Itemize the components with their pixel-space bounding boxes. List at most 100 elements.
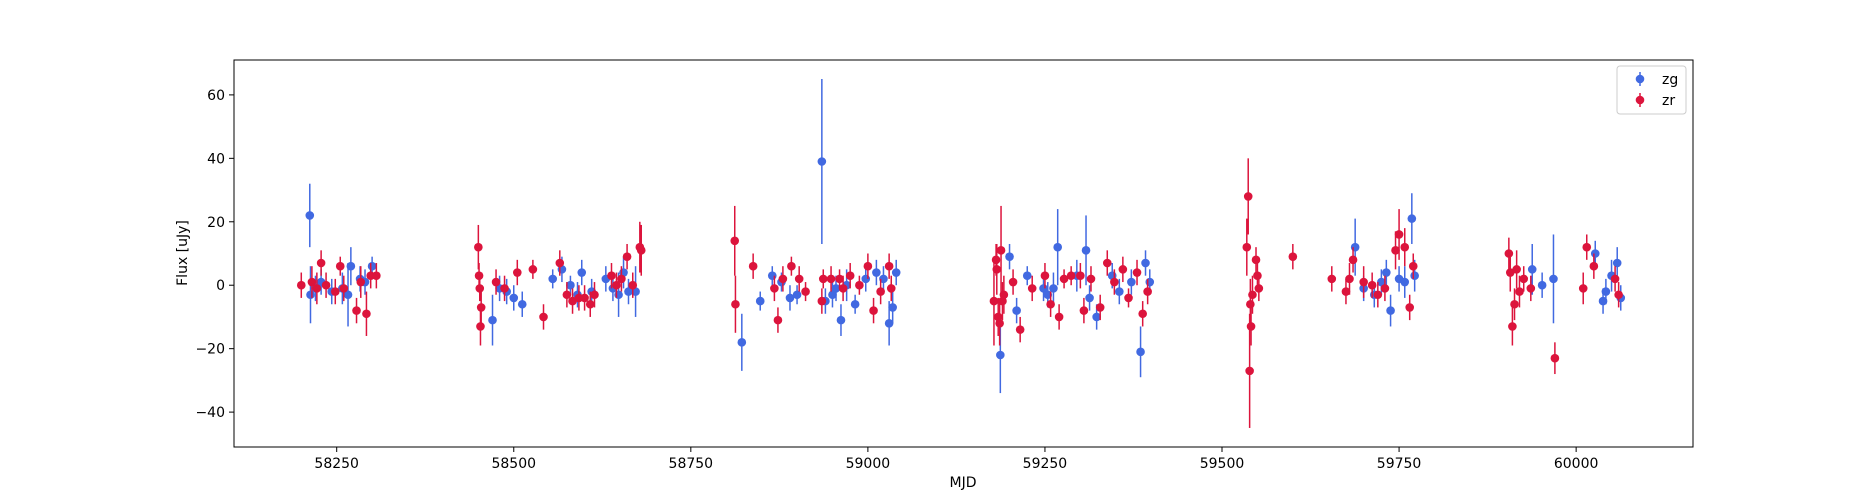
y-tick-label: −20 <box>195 342 225 358</box>
data-point-zg <box>1127 277 1136 287</box>
data-point-zr <box>999 290 1009 300</box>
legend-marker-zg <box>1635 74 1645 84</box>
data-point-zg <box>785 293 795 303</box>
plot-area <box>234 60 1693 447</box>
data-point-zg <box>1145 277 1155 287</box>
data-point-zr <box>372 271 381 281</box>
data-point-zr <box>307 277 317 287</box>
data-point-zg <box>1022 271 1032 281</box>
data-point-zr <box>826 274 836 284</box>
data-point-zg <box>1012 306 1021 315</box>
data-point-zr <box>491 277 501 287</box>
data-point-zr <box>1510 299 1519 309</box>
data-point-zg <box>548 274 558 284</box>
data-point-zg <box>792 290 802 300</box>
data-point-zr <box>585 299 595 309</box>
data-point-zg <box>828 290 837 300</box>
y-tick-label: −40 <box>195 405 225 421</box>
y-axis: −40 −20 0 20 40 60 <box>195 88 234 421</box>
data-point-zr <box>773 315 783 325</box>
data-point-zr <box>539 312 548 322</box>
data-point-zr <box>1076 271 1085 281</box>
data-point-zr <box>296 280 306 290</box>
data-point-zr <box>476 322 485 331</box>
data-point-zr <box>770 284 779 293</box>
data-point-zr <box>1246 322 1256 331</box>
data-point-zr <box>1251 255 1261 265</box>
data-point-zr <box>995 318 1004 328</box>
data-point-zr <box>528 265 538 274</box>
data-point-zr <box>1246 299 1255 309</box>
data-point-zr <box>1102 258 1112 268</box>
data-point-zg <box>624 287 633 296</box>
y-tick-label: 20 <box>207 215 225 231</box>
x-tick-label: 59250 <box>1023 456 1068 472</box>
data-point-zr <box>1550 353 1560 363</box>
data-point-zr <box>1086 274 1096 284</box>
data-point-zr <box>628 280 638 290</box>
data-point-zr <box>475 284 485 293</box>
data-point-zr <box>884 261 894 271</box>
data-point-zg <box>737 338 747 347</box>
data-point-zr <box>730 236 740 246</box>
data-point-zr <box>1248 290 1257 300</box>
x-tick-label: 58250 <box>314 456 359 472</box>
x-tick-label: 60000 <box>1554 456 1599 472</box>
data-point-zg <box>1377 277 1386 287</box>
data-point-zg <box>1053 242 1062 252</box>
data-point-zg <box>509 293 519 303</box>
data-point-zr <box>562 290 572 300</box>
data-point-zr <box>748 261 758 271</box>
data-point-zg <box>1005 252 1014 261</box>
data-point-zg <box>996 350 1005 360</box>
data-point-zg <box>343 290 353 300</box>
data-point-zr <box>352 306 361 315</box>
y-tick-label: 60 <box>207 88 225 104</box>
data-point-zr <box>580 293 589 303</box>
data-point-zr <box>817 296 827 306</box>
data-point-zg <box>1350 242 1360 252</box>
data-point-zg <box>1382 268 1391 277</box>
data-point-zg <box>517 299 527 309</box>
data-point-zr <box>330 287 340 296</box>
data-point-zr <box>555 258 565 268</box>
data-point-zr <box>778 274 788 284</box>
data-point-zr <box>1066 271 1076 281</box>
data-point-zr <box>1367 280 1377 290</box>
data-point-zr <box>1132 268 1142 277</box>
data-point-zr <box>362 309 371 319</box>
data-point-zg <box>346 261 356 271</box>
data-point-zr <box>1242 242 1252 252</box>
data-point-zr <box>818 274 828 284</box>
data-point-zg <box>817 157 827 166</box>
x-tick-label: 59750 <box>1377 456 1422 472</box>
data-point-zr <box>474 242 483 252</box>
data-point-zr <box>1253 271 1262 281</box>
data-point-zr <box>845 271 855 281</box>
data-point-zr <box>1345 274 1354 284</box>
data-point-zr <box>1614 290 1623 300</box>
data-point-zr <box>1348 255 1358 265</box>
data-point-zr <box>1288 252 1298 261</box>
legend: zg zr <box>1616 65 1687 115</box>
data-point-zr <box>1505 268 1515 277</box>
data-point-zr <box>835 274 844 284</box>
data-point-zr <box>1143 287 1152 296</box>
series-layer <box>296 79 1626 428</box>
data-point-zg <box>1601 287 1611 296</box>
data-point-zg <box>850 299 860 309</box>
data-point-zr <box>1254 284 1264 293</box>
data-point-zr <box>1405 303 1414 312</box>
data-point-zr <box>1504 249 1514 258</box>
data-point-zr <box>731 299 740 309</box>
data-point-zr <box>886 284 896 293</box>
y-tick-label: 0 <box>216 278 225 294</box>
data-point-zg <box>1527 265 1537 274</box>
data-point-zr <box>855 280 864 290</box>
data-point-zr <box>1391 246 1400 255</box>
data-point-zg <box>1612 258 1622 268</box>
data-point-zg <box>888 303 897 312</box>
data-point-zr <box>356 277 366 287</box>
data-point-zg <box>755 296 765 306</box>
data-point-zg <box>367 261 377 271</box>
